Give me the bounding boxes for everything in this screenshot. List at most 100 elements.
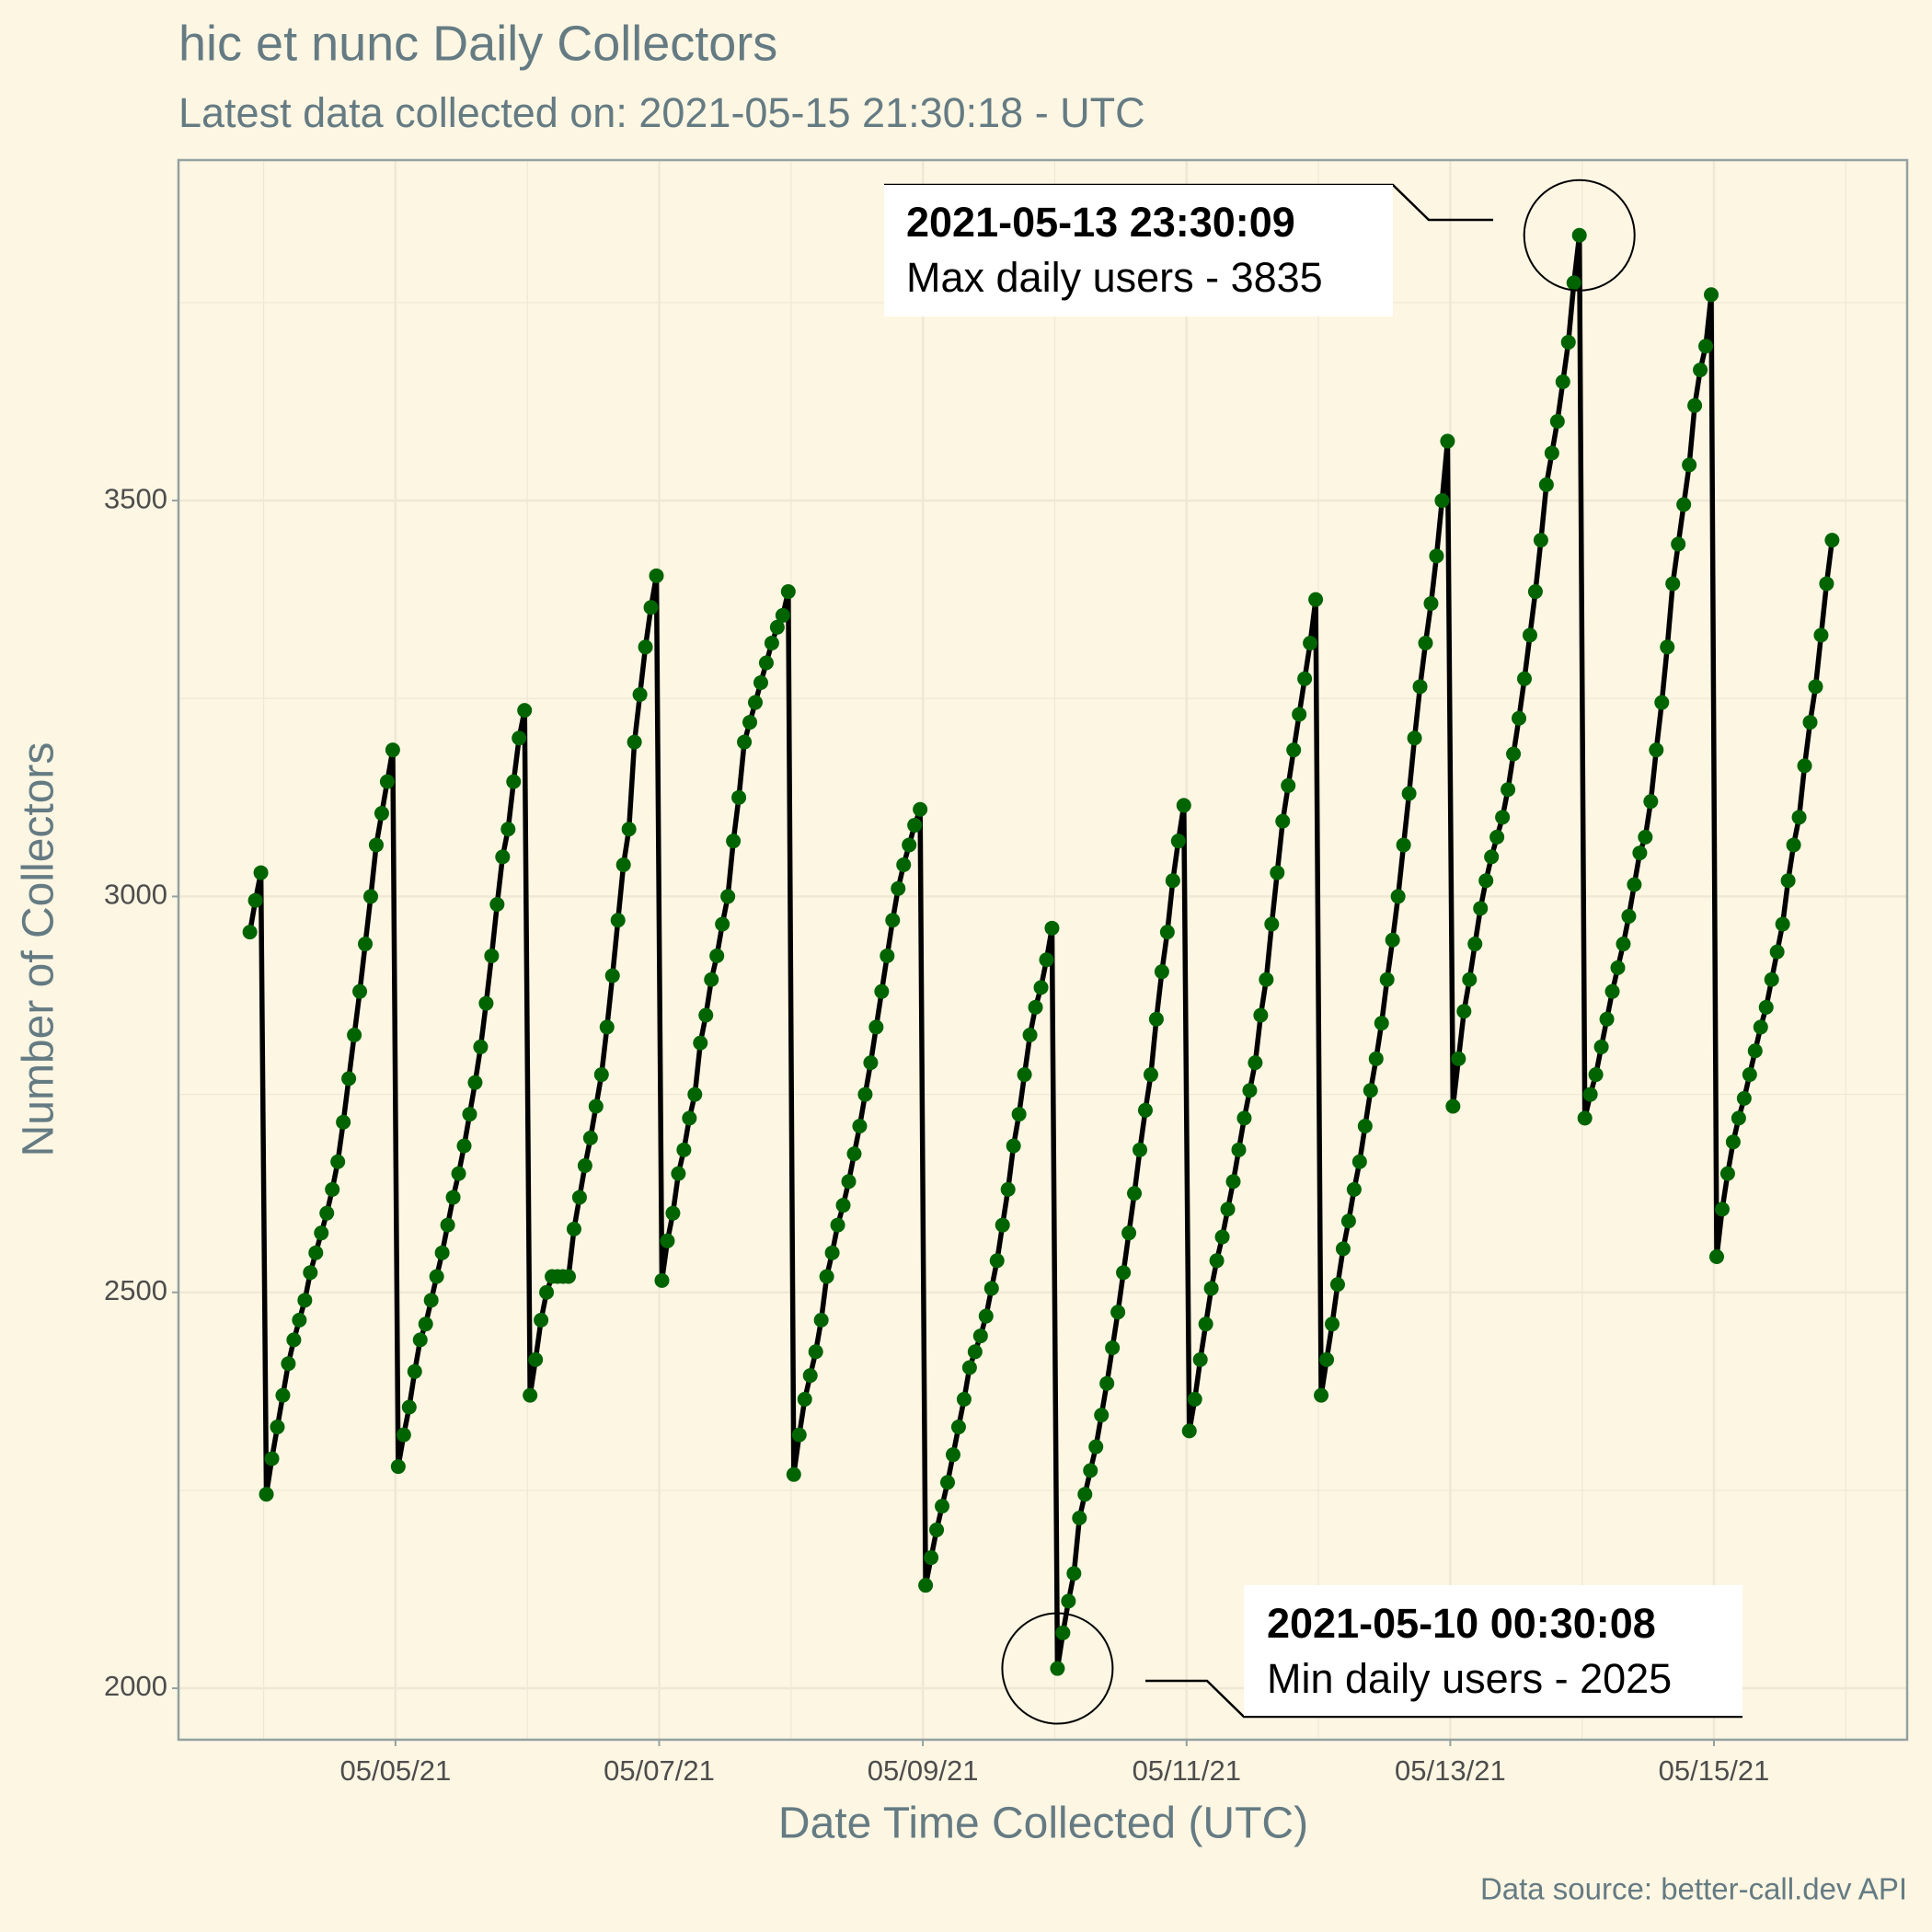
data-point	[390, 1459, 406, 1475]
data-point	[1643, 794, 1659, 810]
data-point	[253, 865, 269, 880]
data-point	[1401, 786, 1417, 801]
data-point	[1708, 1249, 1724, 1265]
data-point	[467, 1075, 483, 1090]
data-point	[769, 619, 785, 635]
data-point	[720, 889, 736, 904]
data-point	[698, 1007, 714, 1023]
data-point	[1143, 1067, 1158, 1083]
data-point	[1203, 1281, 1219, 1296]
data-point	[671, 1166, 686, 1181]
data-point	[1506, 746, 1522, 762]
data-point	[1719, 1166, 1735, 1181]
data-point	[1275, 813, 1291, 829]
data-point	[1533, 533, 1548, 548]
data-point	[1159, 925, 1175, 940]
data-point	[297, 1293, 313, 1308]
data-point	[528, 1351, 544, 1367]
data-point	[1303, 635, 1318, 650]
data-point	[1292, 707, 1307, 722]
data-point	[456, 1138, 472, 1154]
data-point	[1571, 227, 1587, 243]
data-point	[434, 1245, 450, 1260]
annotations: 2021-05-13 23:30:09 Max daily users - 38…	[884, 183, 1742, 1719]
data-point	[418, 1317, 433, 1332]
data-point	[412, 1332, 428, 1348]
data-point	[1484, 849, 1500, 865]
data-point	[1297, 671, 1313, 686]
data-point	[1319, 1351, 1335, 1367]
x-tick-label: 05/07/21	[604, 1754, 715, 1787]
data-point	[478, 995, 494, 1011]
data-point	[1764, 972, 1779, 987]
data-point	[808, 1344, 823, 1360]
data-point	[325, 1181, 340, 1197]
data-point	[660, 1233, 675, 1248]
data-point	[1456, 1004, 1472, 1019]
data-point	[440, 1217, 455, 1233]
data-point	[1116, 1265, 1132, 1281]
data-point	[929, 1522, 945, 1537]
data-point	[726, 834, 742, 849]
data-point	[1604, 983, 1620, 999]
caption: Data source: better-call.dev API	[1480, 1872, 1907, 1906]
data-point	[599, 1019, 615, 1035]
data-point	[462, 1107, 477, 1122]
annotation-leader	[1145, 1679, 1742, 1719]
data-point	[1346, 1181, 1362, 1197]
data-point	[292, 1312, 307, 1328]
data-point	[604, 968, 620, 983]
data-point	[1181, 1423, 1197, 1439]
data-point	[1137, 1102, 1153, 1118]
data-point	[791, 1427, 807, 1443]
data-point	[1340, 1213, 1356, 1229]
data-point	[1017, 1067, 1032, 1083]
data-point	[1434, 493, 1450, 509]
annotation-box	[1244, 1585, 1742, 1716]
data-point	[615, 857, 631, 872]
data-point	[1127, 1186, 1143, 1202]
data-point	[582, 1130, 598, 1145]
data-point	[1808, 679, 1823, 695]
chart-subtitle: Latest data collected on: 2021-05-15 21:…	[178, 89, 1145, 136]
data-point	[1544, 445, 1559, 461]
data-point	[445, 1190, 461, 1205]
data-point	[885, 913, 901, 928]
data-point	[1390, 889, 1406, 904]
data-point	[1560, 334, 1576, 350]
data-point	[786, 1466, 801, 1482]
data-point	[1621, 908, 1637, 924]
data-point	[571, 1190, 587, 1205]
data-point	[1072, 1511, 1087, 1526]
data-point	[1357, 1118, 1373, 1133]
data-point	[918, 1578, 934, 1593]
data-point	[1654, 695, 1670, 710]
data-point	[715, 916, 730, 932]
data-point	[983, 1281, 999, 1296]
y-tick-label: 2000	[104, 1670, 167, 1702]
data-point	[1495, 810, 1511, 825]
data-point	[775, 607, 790, 623]
data-point	[1593, 1039, 1609, 1054]
data-point	[1412, 679, 1428, 695]
data-point	[880, 948, 895, 963]
data-point	[539, 1284, 555, 1300]
data-point	[1407, 730, 1422, 746]
data-point	[1555, 374, 1570, 389]
data-point	[1351, 1154, 1367, 1169]
data-point	[577, 1158, 592, 1174]
data-point	[1819, 576, 1834, 592]
data-point	[1176, 798, 1191, 813]
data-point	[747, 695, 763, 710]
data-point	[1599, 1011, 1615, 1027]
data-point	[1198, 1317, 1213, 1332]
data-point	[753, 675, 768, 691]
data-point	[347, 1028, 362, 1043]
y-tick-label: 3000	[104, 879, 167, 911]
data-point	[1440, 433, 1455, 449]
data-point	[945, 1447, 960, 1463]
data-point	[731, 789, 747, 805]
data-point	[1039, 952, 1054, 968]
data-point	[1099, 1375, 1115, 1391]
